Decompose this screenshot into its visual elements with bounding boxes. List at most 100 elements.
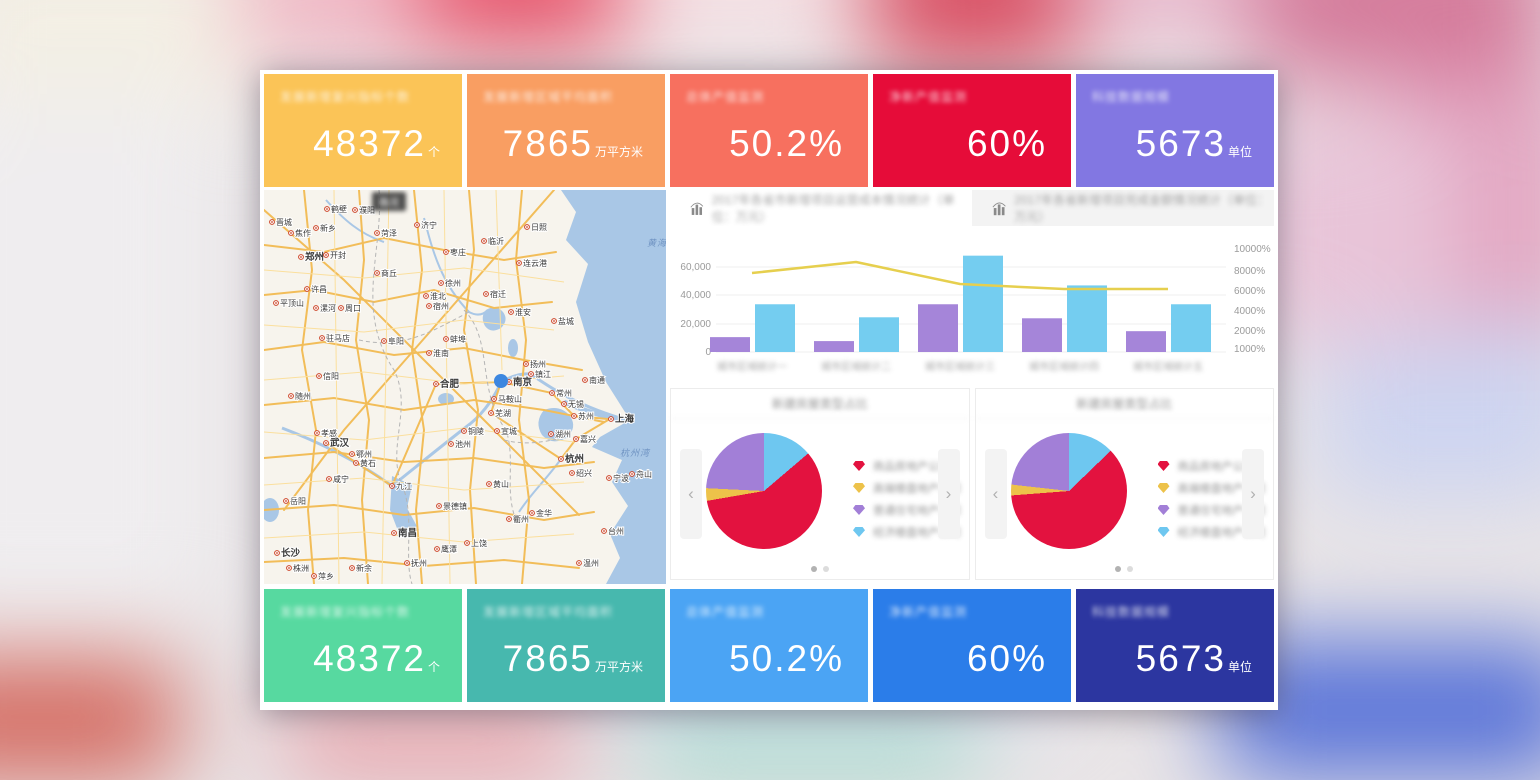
- city-label: 宿州: [433, 301, 449, 311]
- city-label: 上海: [615, 413, 635, 425]
- city-dot-center: [313, 575, 315, 577]
- city-label: 铜陵: [468, 426, 484, 436]
- city-dot-center: [584, 379, 586, 381]
- city-dot-center: [610, 418, 612, 420]
- chart-tab-label: 2017年各省市新增项目运营成本情况统计（单位：万元）: [711, 193, 955, 224]
- chart-tab-label: 2017年各省新增项目完成金额情况统计（单位：万元）: [1014, 193, 1269, 224]
- chart-tab-1[interactable]: 2017年各省市新增项目运营成本情况统计（单位：万元）: [670, 190, 972, 226]
- carousel-prev-button[interactable]: ‹: [984, 449, 1007, 539]
- carousel-next-button[interactable]: ›: [937, 449, 960, 539]
- city-dot-center: [318, 375, 320, 377]
- city-dot-center: [321, 337, 323, 339]
- right-axis-tick: 2000%: [1234, 326, 1265, 337]
- right-axis-tick: 6000%: [1234, 286, 1265, 297]
- x-axis-category-label: 城市区域统计三: [925, 360, 995, 373]
- stat-card-value: 60%: [966, 638, 1047, 679]
- city-dot-center: [560, 458, 562, 460]
- city-label: 长沙: [281, 547, 301, 559]
- map-location-marker[interactable]: [494, 374, 508, 388]
- x-axis-category-label: 城市区域统计五: [1133, 360, 1203, 373]
- city-label: 黄石: [360, 458, 376, 468]
- city-label: 濮阳: [359, 205, 375, 215]
- stat-card-title: 发展新增区域平均面积: [483, 90, 614, 104]
- bar-purple: [918, 304, 958, 352]
- carousel-next-button[interactable]: ›: [1242, 449, 1264, 539]
- stat-card-unit: 个: [427, 660, 440, 674]
- city-label: 蚌埠: [450, 334, 466, 344]
- city-dot-center: [445, 338, 447, 340]
- legend-diamond-icon: [853, 483, 865, 493]
- city-label: 芜湖: [495, 408, 511, 418]
- city-dot-center: [275, 302, 277, 304]
- carousel-dot[interactable]: [822, 566, 829, 572]
- bar-chart-tabbar: 2017年各省市新增项目运营成本情况统计（单位：万元） 2017年各省新增项目完…: [670, 190, 1274, 226]
- city-dot-center: [288, 567, 290, 569]
- city-dot-center: [551, 392, 553, 394]
- city-dot-center: [485, 293, 487, 295]
- city-label: 日照: [531, 223, 547, 232]
- sea-label: 杭州湾: [620, 448, 651, 458]
- city-dot-center: [531, 512, 533, 514]
- city-label: 淮北: [430, 291, 446, 301]
- city-label: 温州: [583, 559, 599, 568]
- city-dot-center: [355, 462, 357, 464]
- city-dot-center: [376, 232, 378, 234]
- city-label: 周口: [345, 304, 361, 313]
- chart-tab-2[interactable]: 2017年各省新增项目完成金额情况统计（单位：万元）: [972, 190, 1274, 226]
- city-label: 徐州: [445, 278, 461, 288]
- city-dot-center: [508, 381, 510, 383]
- city-label: 鄂州: [356, 450, 372, 459]
- city-label: 驻马店: [326, 333, 350, 343]
- map-panel[interactable]: 路况: [264, 190, 666, 584]
- legend-label: 商品房地产公司: [1177, 461, 1255, 473]
- stat-card-title: 发展新增复兴指标个数: [280, 90, 411, 104]
- city-dot-center: [351, 453, 353, 455]
- bar-line-chart: 60,000 40,000 20,000 0 10000% 8000% 6000% 4000%…: [680, 244, 1270, 373]
- map-traffic-badge[interactable]: 路况: [372, 192, 406, 211]
- carousel-dot[interactable]: [1127, 566, 1134, 572]
- bar-blue: [755, 304, 795, 352]
- city-label: 无锡: [568, 400, 584, 409]
- city-dot-center: [466, 542, 468, 544]
- city-dot-center: [271, 221, 273, 223]
- city-dot-center: [416, 224, 418, 226]
- city-dot-center: [450, 443, 452, 445]
- city-dot-center: [530, 373, 532, 375]
- legend-label: 商品房地产公司: [873, 461, 950, 473]
- carousel-dot[interactable]: [1115, 566, 1122, 572]
- bar-chart-icon: [992, 201, 1006, 215]
- stat-card-unit: 个: [427, 145, 440, 159]
- carousel-prev-button[interactable]: ‹: [680, 449, 702, 539]
- bar-purple: [1022, 318, 1062, 352]
- bar-blue: [963, 255, 1003, 352]
- stat-card-value: 50.2%: [729, 638, 844, 679]
- city-label: 焦作: [295, 228, 311, 238]
- city-dot-center: [326, 208, 328, 210]
- carousel-dot[interactable]: [810, 566, 817, 572]
- city-label: 咸宁: [333, 474, 349, 484]
- city-label: 连云港: [523, 258, 547, 268]
- stat-card-title: 净新产值监测: [889, 605, 968, 619]
- pie-panel-title: 新建房屋类型占比: [671, 389, 969, 419]
- city-label: 绍兴: [576, 468, 592, 478]
- bar-chart-panel: 60,000 40,000 20,000 0 10000% 8000% 6000% 4000%…: [670, 226, 1274, 384]
- city-dot-center: [631, 473, 633, 475]
- pie-chart: [1010, 433, 1127, 549]
- city-dot-center: [518, 262, 520, 264]
- city-dot-center: [563, 403, 565, 405]
- x-axis-category-label: 城市区域统计四: [1029, 360, 1099, 373]
- city-dot-center: [608, 477, 610, 479]
- city-label: 湖州: [555, 430, 571, 439]
- map-sea: [561, 190, 666, 584]
- city-label: 许昌: [311, 284, 327, 294]
- stat-card-title: 科技数据规模: [1092, 605, 1171, 619]
- pie-legend-item[interactable]: 商品房地产公司: [1157, 455, 1266, 477]
- left-axis-tick: 0: [705, 347, 711, 358]
- legend-diamond-icon: [1157, 483, 1170, 493]
- pie-legend-item[interactable]: 商品房地产公司: [853, 455, 961, 477]
- city-dot-center: [493, 398, 495, 400]
- city-label: 黄山: [493, 479, 509, 489]
